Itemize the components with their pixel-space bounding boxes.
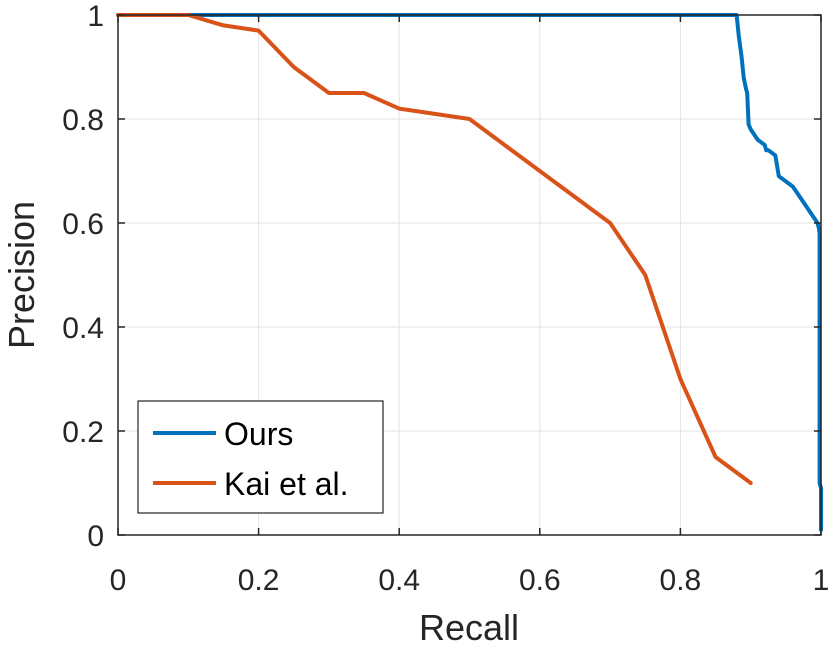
x-tick-label: 0.4 xyxy=(378,564,420,597)
axes-frame xyxy=(117,14,822,536)
plot-box xyxy=(117,14,822,536)
y-tick-label: 0.8 xyxy=(62,104,104,137)
series-lines xyxy=(116,13,823,532)
legend-label-kai-et-al: Kai et al. xyxy=(224,466,349,502)
x-tick-label: 0.2 xyxy=(238,564,280,597)
x-tick-label: 1 xyxy=(813,564,829,597)
y-tick-label: 0 xyxy=(87,520,104,553)
y-tick-label: 0.4 xyxy=(62,312,104,345)
y-tick-label: 0.6 xyxy=(62,208,104,241)
legend: Ours Kai et al. xyxy=(137,400,384,514)
series-line-ours xyxy=(116,13,823,532)
x-tick-label: 0.6 xyxy=(519,564,561,597)
series-line-kai-et-al xyxy=(116,13,753,485)
x-tick-label: 0 xyxy=(110,564,127,597)
y-axis-label: Precision xyxy=(1,201,42,349)
tick-labels: 0 0.2 0.4 0.6 0.8 1 0 0.2 0.4 0.6 0.8 1 xyxy=(62,0,829,597)
x-tick-label: 0.8 xyxy=(660,564,702,597)
legend-label-ours: Ours xyxy=(224,416,293,452)
y-tick-label: 0.2 xyxy=(62,416,104,449)
y-tick-label: 1 xyxy=(87,0,104,33)
x-axis-label: Recall xyxy=(419,607,519,648)
legend-box xyxy=(137,400,384,514)
